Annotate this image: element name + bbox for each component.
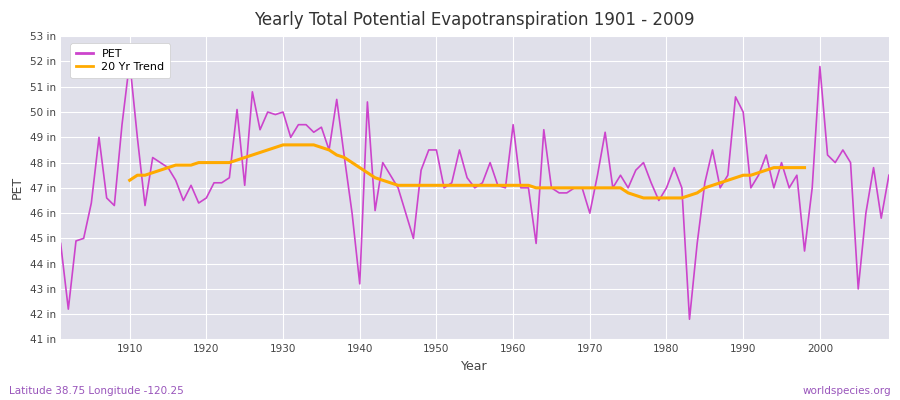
Text: Latitude 38.75 Longitude -120.25: Latitude 38.75 Longitude -120.25 <box>9 386 184 396</box>
Legend: PET, 20 Yr Trend: PET, 20 Yr Trend <box>70 43 170 78</box>
X-axis label: Year: Year <box>462 360 488 373</box>
Text: worldspecies.org: worldspecies.org <box>803 386 891 396</box>
Title: Yearly Total Potential Evapotranspiration 1901 - 2009: Yearly Total Potential Evapotranspiratio… <box>255 11 695 29</box>
Y-axis label: PET: PET <box>11 176 24 200</box>
